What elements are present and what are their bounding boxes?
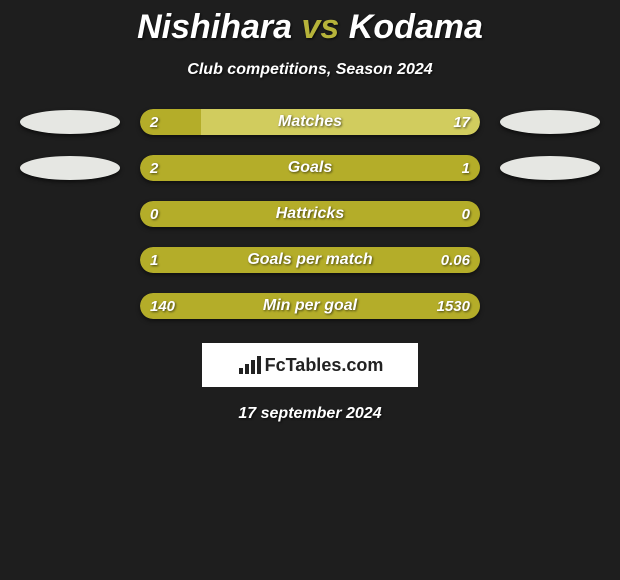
bar-fill-right (201, 109, 480, 135)
stat-row: 1401530Min per goal (0, 293, 620, 319)
bar-fill-left (140, 109, 201, 135)
watermark: FcTables.com (202, 343, 418, 387)
team-badge-right (500, 156, 600, 180)
team-badge-left (20, 110, 120, 134)
bar-fill-left (140, 155, 480, 181)
stat-row: 217Matches (0, 109, 620, 135)
team-badge-left (20, 156, 120, 180)
stat-row: 21Goals (0, 155, 620, 181)
stat-row: 00Hattricks (0, 201, 620, 227)
bar-fill-left (140, 201, 480, 227)
stat-bar: 10.06Goals per match (140, 247, 480, 273)
player1-name: Nishihara (137, 8, 292, 46)
barchart-icon (237, 354, 263, 376)
watermark-text: FcTables.com (265, 355, 384, 376)
stat-row: 10.06Goals per match (0, 247, 620, 273)
date-text: 17 september 2024 (0, 405, 620, 423)
player2-name: Kodama (349, 8, 483, 46)
vs-separator: vs (301, 8, 339, 46)
stats-container: 217Matches 21Goals 00Hattricks 10.06Goals p… (0, 109, 620, 319)
stat-bar: 21Goals (140, 155, 480, 181)
stat-bar: 1401530Min per goal (140, 293, 480, 319)
team-badge-right (500, 110, 600, 134)
stat-bar: 217Matches (140, 109, 480, 135)
page-title: Nishihara vs Kodama (0, 0, 620, 47)
subtitle: Club competitions, Season 2024 (0, 61, 620, 79)
bar-fill-left (140, 247, 480, 273)
bar-fill-left (140, 293, 480, 319)
stat-bar: 00Hattricks (140, 201, 480, 227)
